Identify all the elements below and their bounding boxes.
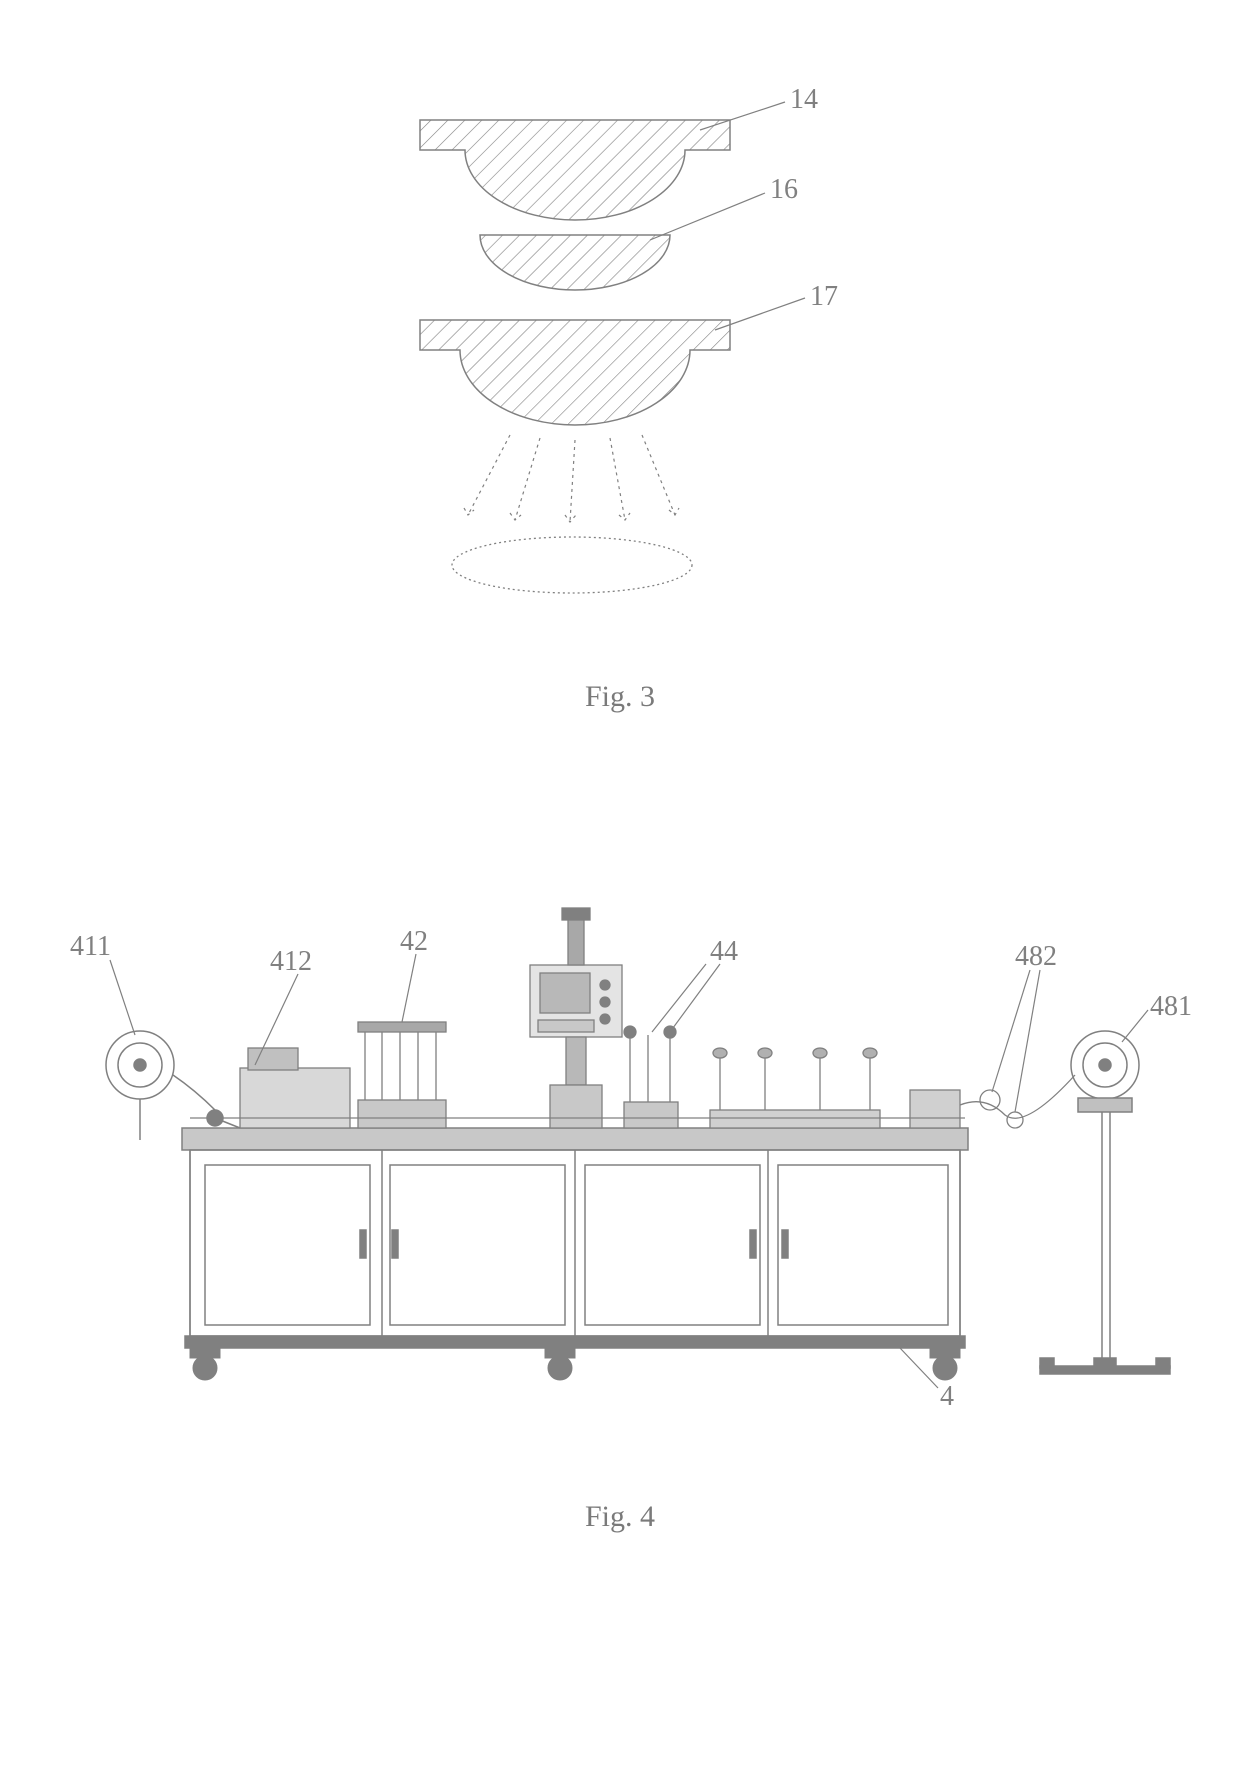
fig4-caption: Fig. 4 [0, 1500, 1240, 1534]
machine-base [182, 1128, 968, 1348]
label-411: 411 [70, 931, 111, 962]
figure-4: 411 412 42 44 482 481 4 [30, 870, 1210, 1435]
fig3-caption: Fig. 3 [0, 680, 1240, 714]
fig4-svg: 411 412 42 44 482 481 4 [30, 870, 1210, 1430]
label-16: 16 [770, 174, 798, 205]
element-16 [480, 235, 670, 290]
label-481: 481 [1150, 991, 1192, 1022]
top-modules [190, 908, 1075, 1128]
light-rays [464, 435, 679, 522]
label-14: 14 [790, 84, 818, 115]
light-spot [452, 537, 692, 593]
leaders [110, 954, 1148, 1388]
label-17: 17 [810, 281, 838, 312]
castor-wheels [190, 1348, 960, 1380]
element-14 [420, 120, 730, 220]
control-panel [530, 908, 622, 1128]
leader-17 [715, 298, 805, 330]
reel-left [106, 1031, 240, 1140]
label-44: 44 [710, 936, 738, 967]
label-42: 42 [400, 926, 428, 957]
label-412: 412 [270, 946, 312, 977]
figure-3: 14 16 17 [270, 60, 970, 625]
label-482: 482 [1015, 941, 1057, 972]
leader-16 [650, 193, 765, 240]
fig3-svg: 14 16 17 [270, 60, 970, 620]
label-4: 4 [940, 1381, 954, 1412]
leader-14 [700, 102, 785, 130]
reel-right [1040, 1031, 1170, 1374]
element-17 [420, 320, 730, 425]
